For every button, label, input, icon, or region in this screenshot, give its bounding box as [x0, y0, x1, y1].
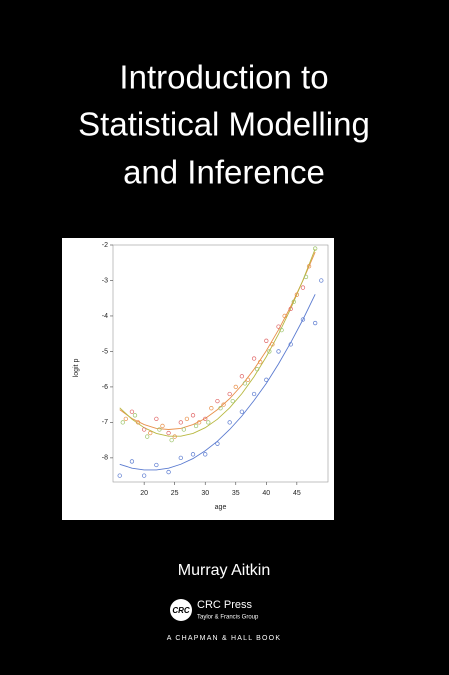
point [209, 406, 214, 411]
point [178, 420, 183, 425]
point [196, 420, 202, 425]
point [300, 285, 306, 290]
point [230, 398, 235, 404]
y-tick-label: -8 [102, 455, 108, 462]
x-tick-label: 20 [140, 490, 148, 497]
y-tick-label: -7 [102, 419, 108, 426]
y-tick-label: -3 [102, 277, 108, 284]
point [184, 416, 190, 421]
point [190, 413, 196, 418]
point [227, 391, 232, 397]
point [313, 320, 318, 326]
point [203, 416, 208, 421]
point [193, 423, 199, 429]
point [291, 299, 296, 304]
point [288, 306, 293, 312]
point [276, 324, 281, 329]
point [251, 391, 257, 397]
point [264, 338, 269, 343]
point [142, 427, 147, 432]
point [279, 327, 284, 333]
plot-frame [112, 244, 329, 483]
logo: CRC [172, 606, 190, 615]
point [264, 377, 269, 382]
point [148, 430, 153, 436]
point [218, 406, 223, 411]
publisher: CRC Press [197, 599, 253, 611]
point [227, 420, 232, 425]
point [169, 437, 174, 443]
point [142, 473, 147, 478]
point [178, 455, 183, 461]
point [267, 349, 272, 354]
point [233, 384, 238, 390]
point [120, 420, 125, 425]
point [319, 278, 324, 283]
point [221, 402, 226, 407]
point [129, 409, 135, 414]
point [251, 356, 257, 361]
point [166, 469, 171, 475]
point [172, 434, 177, 439]
point [242, 381, 248, 386]
point [306, 264, 312, 269]
author: Murray Aitkin [178, 562, 270, 579]
title-line: Introduction to [119, 59, 328, 96]
point [117, 473, 122, 478]
point [203, 452, 208, 457]
fit-line [119, 251, 316, 430]
point [123, 416, 128, 421]
point [239, 374, 245, 379]
point [282, 313, 287, 319]
point [288, 342, 293, 347]
point [258, 359, 263, 365]
chart: -8 -7 -6 -5 -4 -3 -2 20 25 30 35 40 45 age logit p [73, 242, 324, 511]
x-tick-label: 40 [262, 490, 270, 497]
point [215, 398, 220, 404]
imprint: A CHAPMAN & HALL BOOK [167, 635, 281, 642]
point [313, 246, 318, 251]
point [166, 430, 171, 436]
point [239, 409, 245, 414]
point [154, 416, 159, 421]
logo-badge [170, 599, 192, 621]
x-tick-label: 30 [201, 490, 209, 497]
point [181, 427, 187, 432]
point [145, 434, 150, 439]
point [206, 420, 211, 425]
title-line: and Inference [123, 154, 325, 191]
y-tick-label: -4 [102, 313, 108, 320]
point [190, 452, 196, 457]
x-axis-label: age [215, 504, 227, 511]
point [215, 441, 220, 446]
fit-line [119, 294, 316, 471]
x-tick-label: 35 [232, 490, 240, 497]
publisher-group: Taylor & Francis Group [197, 615, 259, 621]
point [129, 459, 135, 464]
fit-line [119, 248, 316, 437]
y-tick-label: -5 [102, 348, 108, 355]
point [303, 274, 309, 280]
point [135, 420, 141, 425]
x-tick-label: 25 [171, 490, 179, 497]
y-tick-label: -6 [102, 384, 108, 391]
x-tick-label: 45 [293, 490, 301, 497]
point [270, 342, 275, 347]
title-line: Statistical Modelling [78, 106, 370, 143]
point [300, 317, 306, 322]
y-tick-label: -2 [102, 242, 108, 249]
y-axis-label: logit p [73, 359, 80, 378]
point [276, 349, 281, 354]
point [157, 427, 162, 432]
chart-panel [62, 238, 334, 520]
point [132, 413, 138, 418]
point [160, 423, 165, 429]
point [245, 377, 251, 382]
point [294, 292, 299, 297]
point [254, 367, 260, 372]
point [154, 462, 159, 468]
